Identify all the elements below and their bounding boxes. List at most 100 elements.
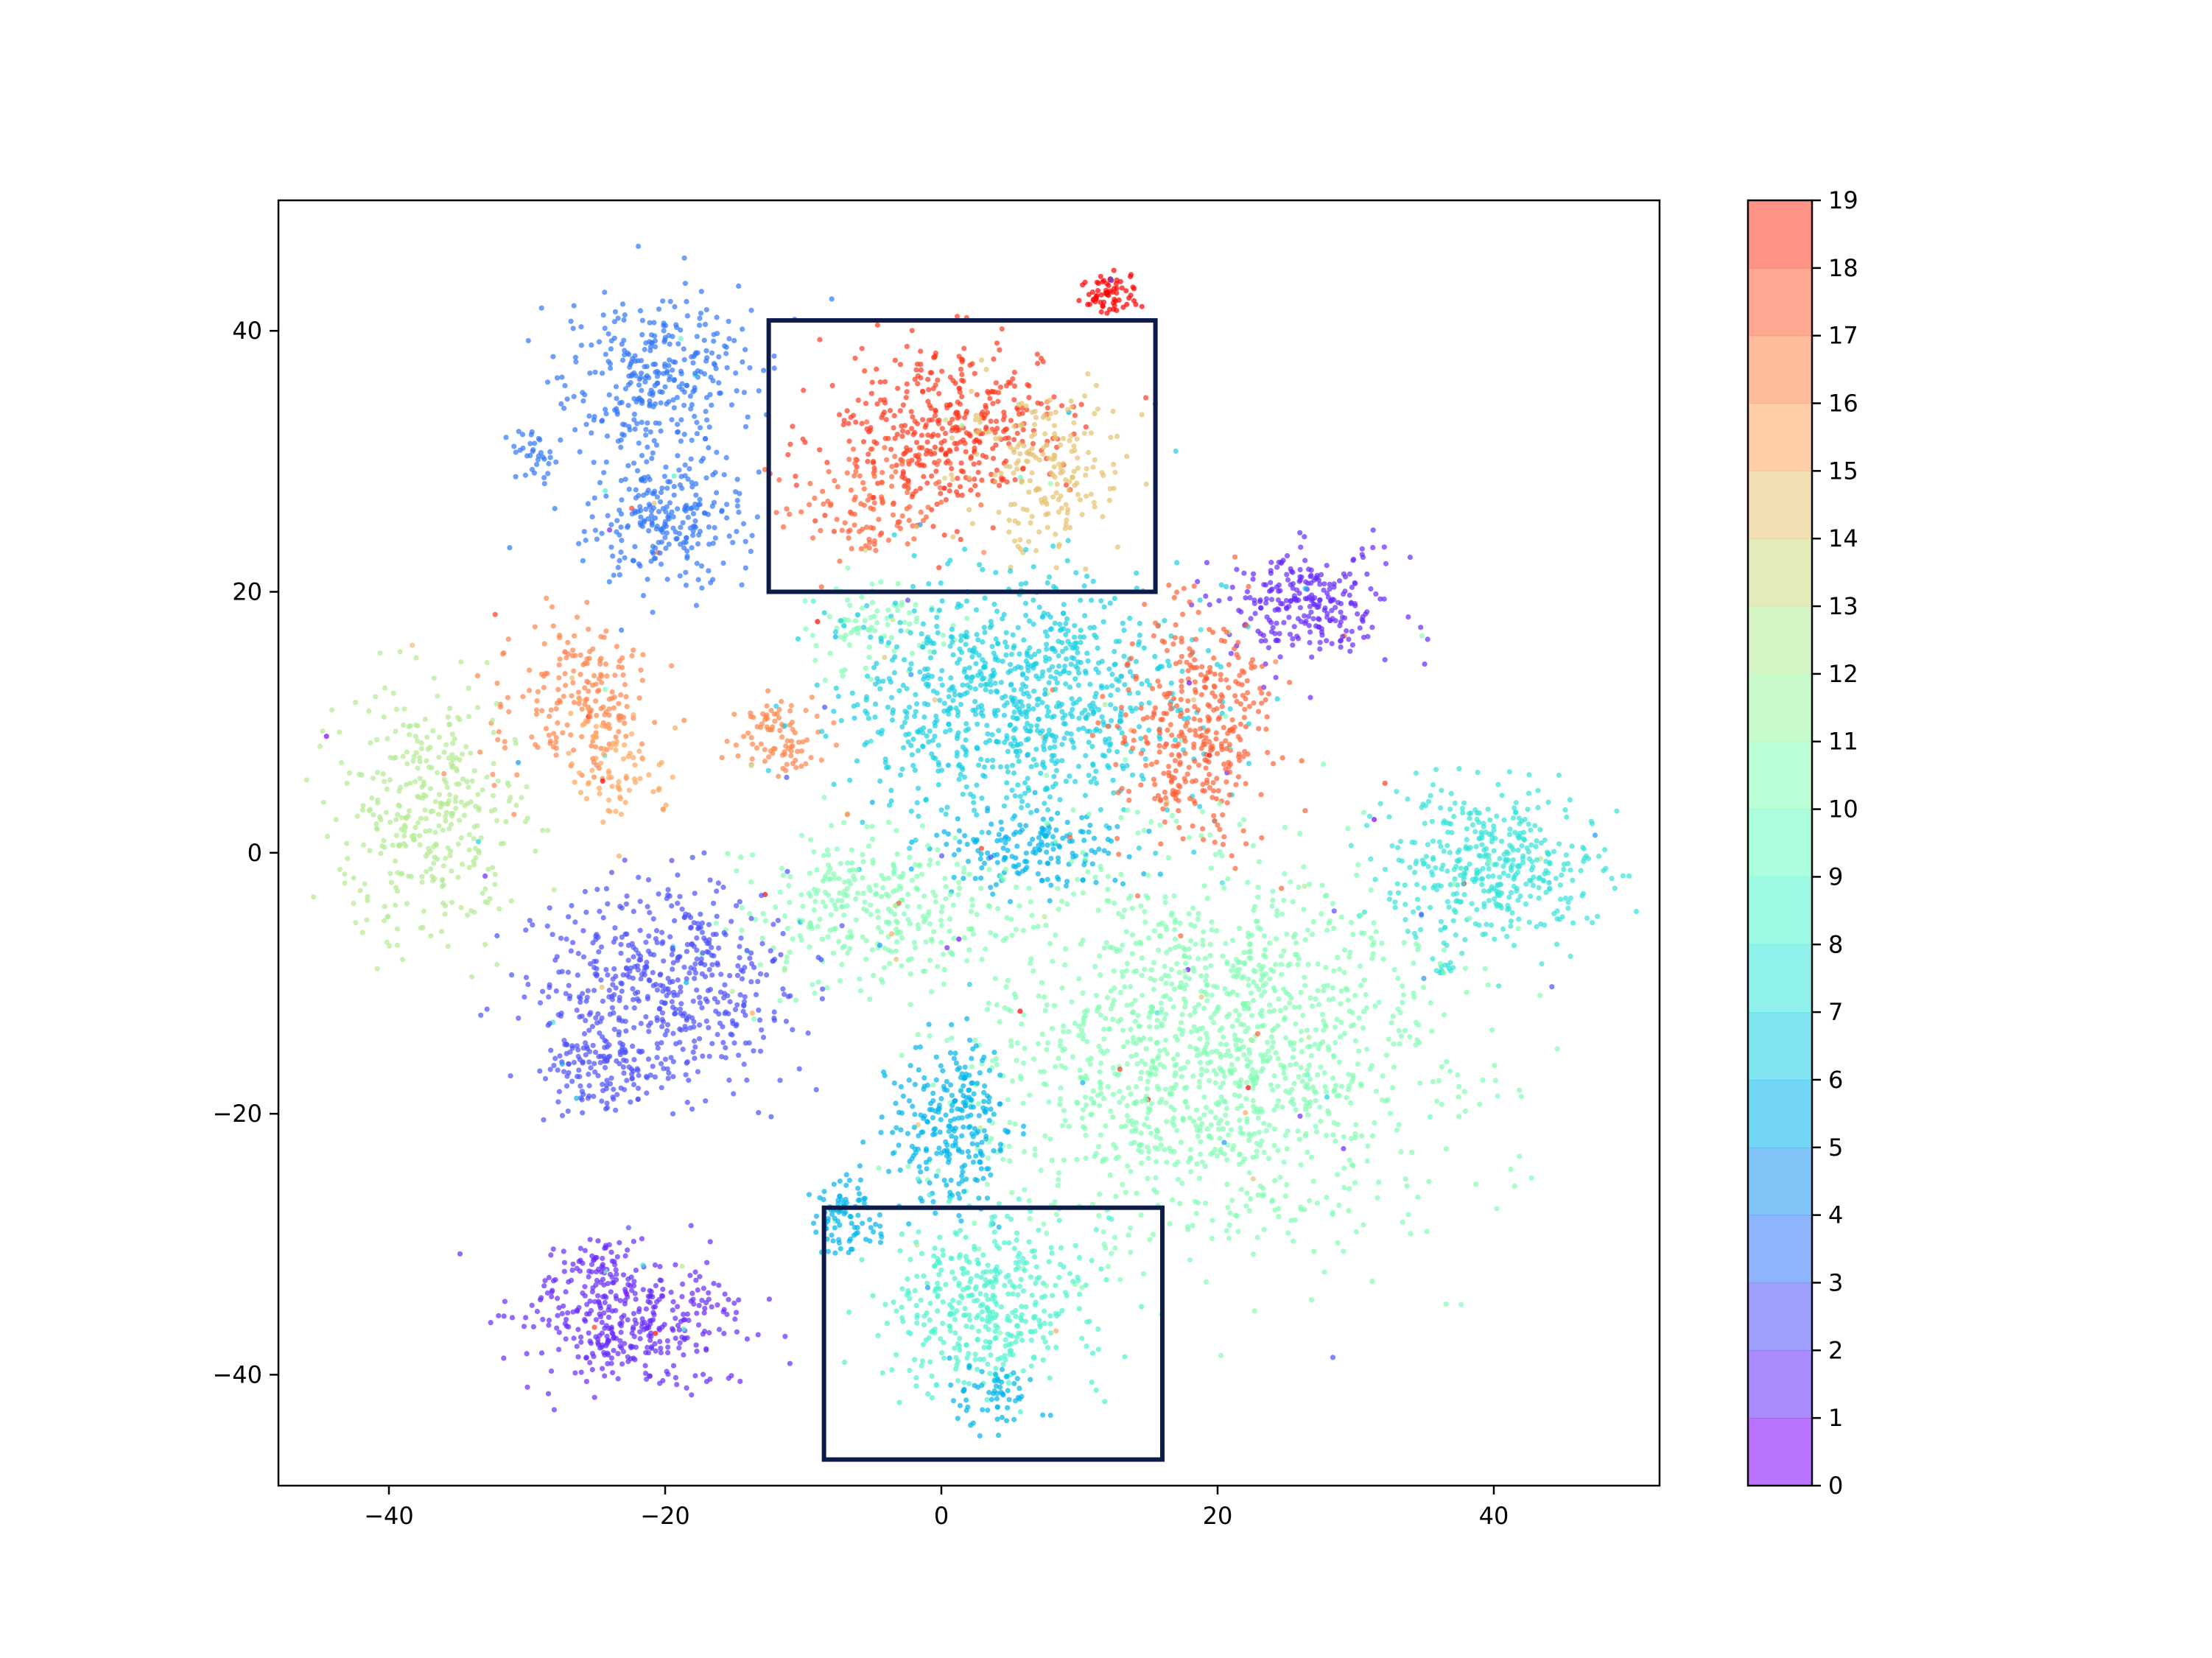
scatter-point (974, 631, 980, 638)
scatter-point (659, 485, 665, 491)
scatter-point (891, 863, 896, 868)
scatter-point (1119, 786, 1125, 792)
scatter-point (699, 920, 706, 926)
scatter-point (954, 428, 960, 434)
scatter-point (954, 750, 960, 756)
scatter-point (440, 863, 446, 869)
scatter-point (1223, 583, 1229, 590)
scatter-point (507, 545, 513, 551)
scatter-point (1360, 634, 1367, 640)
scatter-point (1268, 597, 1275, 603)
scatter-point (1205, 670, 1211, 675)
scatter-point (449, 752, 455, 758)
scatter-point (1023, 403, 1029, 409)
scatter-point (401, 706, 407, 712)
scatter-point (939, 368, 945, 374)
scatter-point (901, 451, 907, 457)
scatter-point (919, 823, 925, 829)
scatter-point (821, 501, 826, 507)
scatter-point (382, 904, 387, 910)
scatter-point (1015, 407, 1021, 412)
scatter-point (612, 672, 618, 678)
scatter-point (543, 726, 550, 731)
scatter-point (793, 474, 798, 480)
scatter-point (360, 803, 366, 809)
scatter-point (1063, 779, 1069, 784)
scatter-point (1481, 823, 1486, 830)
scatter-point (1093, 879, 1099, 885)
scatter-point (535, 457, 541, 463)
scatter-point (1028, 764, 1034, 770)
scatter-point (789, 719, 796, 726)
scatter-point (817, 916, 823, 922)
scatter-point (611, 572, 617, 578)
scatter-point (766, 754, 772, 760)
scatter-point (412, 824, 418, 831)
scatter-point (1052, 431, 1058, 437)
scatter-point (361, 842, 367, 848)
scatter-point (1020, 671, 1026, 677)
scatter-point (977, 562, 983, 568)
scatter-point (893, 644, 900, 650)
scatter-point (1193, 732, 1198, 738)
scatter-point (678, 474, 684, 480)
scatter-point (1121, 807, 1127, 812)
scatter-point (684, 535, 689, 541)
scatter-point (491, 761, 496, 767)
scatter-point (1309, 654, 1315, 660)
scatter-point (1579, 893, 1585, 899)
scatter-point (1026, 694, 1032, 700)
scatter-point (1223, 629, 1229, 636)
scatter-point (1118, 704, 1125, 711)
scatter-point (538, 305, 544, 311)
scatter-point (581, 529, 587, 535)
scatter-point (607, 361, 614, 367)
scatter-point (671, 492, 677, 498)
scatter-point (927, 728, 933, 734)
scatter-point (549, 604, 555, 610)
scatter-point (494, 818, 500, 823)
scatter-point (419, 874, 425, 879)
scatter-point (908, 672, 914, 678)
scatter-point (1075, 682, 1081, 689)
scatter-point (1002, 703, 1008, 709)
scatter-point (748, 979, 754, 985)
scatter-point (375, 797, 381, 803)
scatter-point (713, 931, 719, 938)
scatter-point (1000, 658, 1005, 664)
scatter-point (1534, 857, 1539, 863)
scatter-point (1272, 630, 1278, 636)
scatter-point (638, 514, 644, 520)
scatter-point (935, 432, 941, 438)
scatter-point (1033, 415, 1039, 421)
scatter-point (1135, 690, 1141, 696)
scatter-point (938, 676, 944, 682)
scatter-point (1235, 681, 1241, 686)
scatter-point (1512, 872, 1519, 878)
scatter-point (714, 315, 720, 320)
scatter-point (802, 440, 808, 446)
scatter-point (1053, 675, 1058, 681)
scatter-point (831, 720, 837, 726)
scatter-point (551, 887, 557, 893)
scatter-point (1045, 860, 1051, 866)
scatter-point (824, 985, 830, 991)
scatter-point (1035, 400, 1041, 406)
scatter-point (1034, 702, 1040, 708)
scatter-point (1068, 398, 1074, 404)
scatter-point (1044, 646, 1050, 652)
scatter-point (1100, 619, 1106, 625)
scatter-point (621, 432, 628, 438)
scatter-point (803, 707, 809, 714)
scatter-point (654, 494, 661, 500)
scatter-point (944, 405, 950, 411)
scatter-point (731, 1091, 737, 1097)
scatter-point (1120, 304, 1126, 310)
scatter-point (1030, 706, 1036, 712)
scatter-point (1433, 767, 1439, 773)
scatter-point (982, 630, 988, 636)
scatter-point (400, 957, 406, 963)
scatter-point (667, 934, 673, 940)
scatter-point (1433, 968, 1439, 974)
scatter-point (1059, 742, 1065, 748)
